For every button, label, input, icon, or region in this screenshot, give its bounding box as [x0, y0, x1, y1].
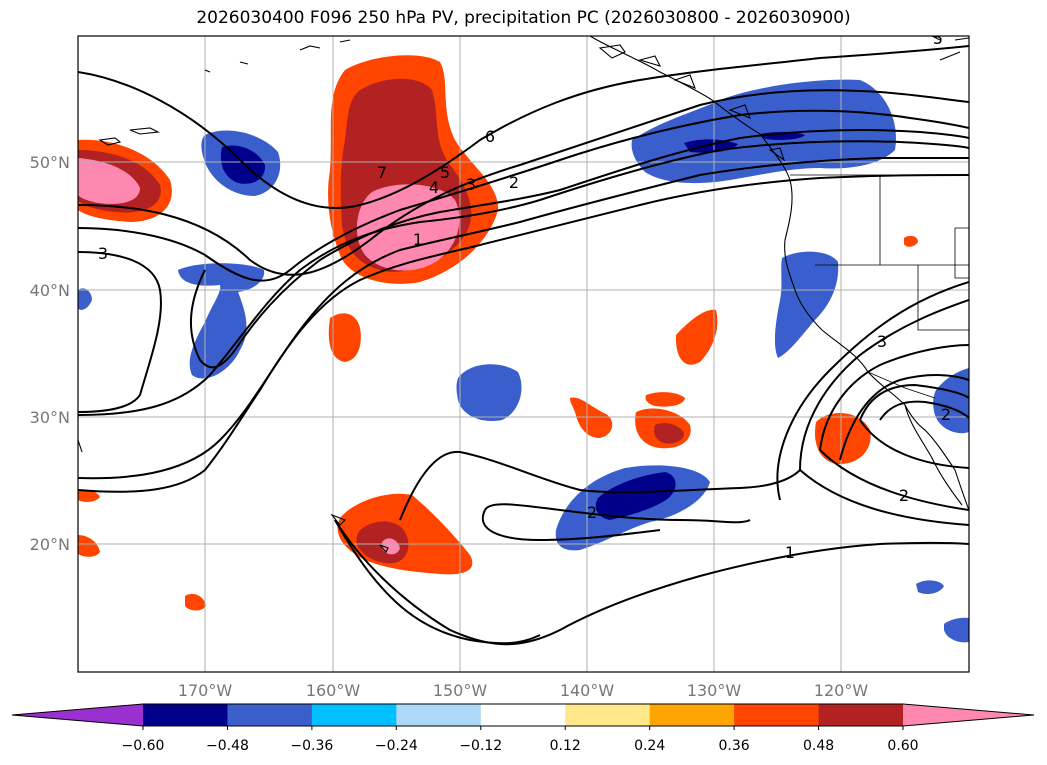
colorbar-segment	[143, 704, 228, 726]
contour-label: 3	[466, 175, 476, 194]
pv-contour-labels: 7 6 5 4 3 2 1 3 2 1 2 3 2 5	[98, 29, 951, 562]
lon-label: 170°W	[178, 681, 233, 700]
colorbar-tick-label: 0.12	[550, 738, 581, 754]
contour-label: 1	[785, 543, 795, 562]
contour-label: 5	[440, 163, 450, 182]
lon-label: 120°W	[814, 681, 869, 700]
colorbar-segment	[311, 704, 397, 726]
lon-label: 130°W	[687, 681, 742, 700]
colorbar-segment	[396, 704, 482, 726]
latitude-labels: 50°N 40°N 30°N 20°N	[30, 153, 70, 554]
colorbar-segment	[818, 704, 904, 726]
lat-label: 40°N	[30, 281, 70, 300]
map-frame	[77, 35, 970, 673]
colorbar-tick-label: 0.60	[887, 738, 918, 754]
contour-label: 2	[899, 486, 909, 505]
longitude-labels: 170°W 160°W 150°W 140°W 130°W 120°W	[178, 681, 869, 700]
lon-label: 160°W	[306, 681, 361, 700]
colorbar-extend-low	[12, 704, 143, 726]
colorbar-tick-label: −0.36	[290, 738, 333, 754]
colorbar-segment	[227, 704, 313, 726]
colorbar-tick-label: −0.48	[206, 738, 249, 754]
contour-label: 4	[429, 178, 439, 197]
contour-label: 3	[877, 332, 887, 351]
lon-label: 140°W	[560, 681, 615, 700]
lat-label: 20°N	[30, 535, 70, 554]
contour-label: 6	[485, 127, 495, 146]
contour-label: 2	[587, 503, 597, 522]
figure-title: 2026030400 F096 250 hPa PV, precipitatio…	[196, 8, 851, 28]
map-panel: 7 6 5 4 3 2 1 3 2 1 2 3 2 5	[78, 29, 969, 672]
coastlines	[78, 36, 969, 553]
colorbar-tick-label: 0.24	[634, 738, 665, 754]
lat-label: 30°N	[30, 408, 70, 427]
colorbar-tick-label: 0.36	[719, 738, 750, 754]
contour-label: 2	[941, 405, 951, 424]
colorbar-tick-label: −0.60	[122, 738, 165, 754]
contour-label: 3	[98, 244, 108, 263]
lat-label: 50°N	[30, 153, 70, 172]
contour-label: 7	[377, 163, 387, 182]
colorbar-segment	[649, 704, 735, 726]
lon-label: 150°W	[433, 681, 488, 700]
colorbar-segment	[565, 704, 651, 726]
colorbar-segment	[734, 704, 820, 726]
contour-label: 2	[509, 173, 519, 192]
colorbar-segment	[480, 704, 566, 726]
colorbar-extend-high	[903, 704, 1034, 726]
contour-label: 1	[413, 230, 423, 249]
colorbar-tick-label: −0.24	[375, 738, 418, 754]
negative-anomaly-shading	[78, 79, 969, 643]
pv-contours	[78, 45, 969, 646]
positive-anomaly-shading	[78, 55, 918, 611]
contour-label: 5	[933, 29, 943, 48]
colorbar-tick-label: 0.48	[803, 738, 834, 754]
colorbar-tick-label: −0.12	[459, 738, 502, 754]
colorbar: −0.60 −0.48 −0.36 −0.24 −0.12 0.12 0.24 0.36 0.4…	[11, 703, 1035, 754]
